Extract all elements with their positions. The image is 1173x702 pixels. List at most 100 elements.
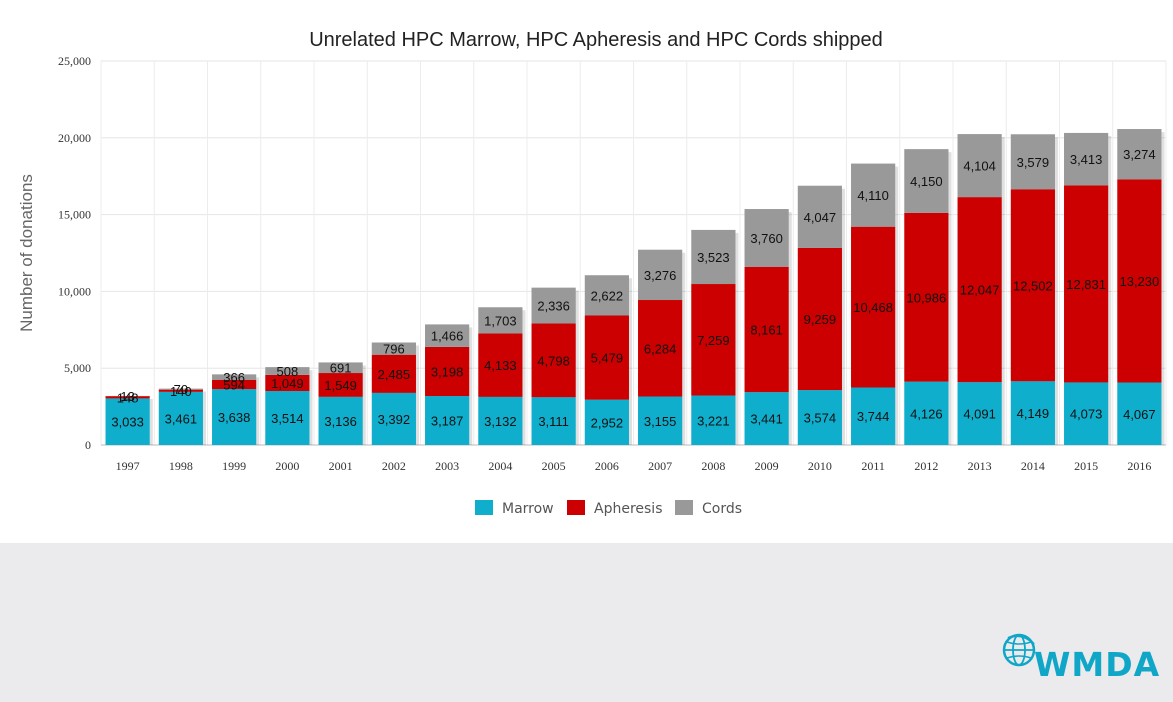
data-label-cords: 4,110 xyxy=(857,188,889,203)
bar-marrow-2006 xyxy=(584,399,629,445)
data-label-marrow: 3,744 xyxy=(857,409,890,424)
bar-cords-1999 xyxy=(212,374,257,380)
data-label-apheresis: 12,047 xyxy=(960,283,1000,298)
bar-marrow-2007 xyxy=(638,396,683,445)
x-tick-label: 2004 xyxy=(488,459,512,473)
bar-marrow-2008 xyxy=(691,395,736,445)
data-label-apheresis: 1,549 xyxy=(324,378,357,393)
x-tick-label: 1999 xyxy=(222,459,246,473)
wmda-logo-globe-icon xyxy=(1002,633,1036,667)
footer-band xyxy=(0,543,1173,702)
bar-apheresis-1998 xyxy=(158,389,203,392)
x-tick-label: 2005 xyxy=(542,459,566,473)
data-label-marrow: 4,149 xyxy=(1017,406,1050,421)
bar-apheresis-2015 xyxy=(1064,185,1109,383)
data-label-apheresis: 5,479 xyxy=(591,351,624,366)
bar-cords-2005 xyxy=(531,287,576,324)
bar-cords-1998 xyxy=(158,388,203,390)
data-label-cords: 3,523 xyxy=(697,250,730,265)
data-label-apheresis: 12,831 xyxy=(1066,277,1106,292)
y-tick-label: 0 xyxy=(85,438,91,452)
bar-apheresis-2010 xyxy=(797,247,842,391)
bar-marrow-2015 xyxy=(1064,382,1109,445)
bar-apheresis-2000 xyxy=(265,374,310,392)
bar-cords-2006 xyxy=(584,275,629,316)
x-tick-label: 2014 xyxy=(1021,459,1045,473)
bar-cords-2011 xyxy=(851,163,896,227)
data-label-marrow: 3,392 xyxy=(378,412,411,427)
x-tick-label: 2013 xyxy=(968,459,992,473)
data-label-cords: 691 xyxy=(330,361,352,376)
data-label-marrow: 3,441 xyxy=(750,412,783,427)
x-tick-label: 2001 xyxy=(329,459,353,473)
bar-cords-2000 xyxy=(265,367,310,375)
x-tick-label: 2006 xyxy=(595,459,619,473)
data-label-cords: 4,047 xyxy=(804,210,837,225)
data-label-cords: 4,150 xyxy=(910,174,943,189)
bar-marrow-1997 xyxy=(105,398,150,445)
bar-marrow-2001 xyxy=(318,396,363,445)
data-label-apheresis: 140 xyxy=(170,384,192,399)
plot-area: 05,00010,00015,00020,00025,0003,03314813… xyxy=(58,54,1167,473)
data-label-cords: 796 xyxy=(383,342,405,357)
y-axis-label: Number of donations xyxy=(17,174,36,332)
x-tick-label: 2002 xyxy=(382,459,406,473)
data-label-marrow: 4,073 xyxy=(1070,407,1103,422)
bar-apheresis-2016 xyxy=(1117,179,1162,383)
bar-apheresis-2006 xyxy=(584,315,629,400)
data-label-marrow: 3,461 xyxy=(165,411,198,426)
data-label-marrow: 4,067 xyxy=(1123,407,1156,422)
chart: Unrelated HPC Marrow, HPC Apheresis and … xyxy=(17,29,1167,517)
x-tick-label: 2011 xyxy=(861,459,885,473)
data-label-cords: 3,579 xyxy=(1017,155,1050,170)
bar-cords-2001 xyxy=(318,362,363,374)
x-tick-label: 1998 xyxy=(169,459,193,473)
x-tick-label: 1997 xyxy=(116,459,140,473)
data-label-cords: 508 xyxy=(277,364,299,379)
data-label-marrow: 3,155 xyxy=(644,414,677,429)
bar-marrow-2013 xyxy=(957,382,1002,445)
bar-cords-2008 xyxy=(691,229,736,285)
bar-marrow-2004 xyxy=(478,396,523,445)
bar-marrow-2009 xyxy=(744,392,789,445)
legend: Marrow Apheresis Cords xyxy=(475,500,742,517)
data-label-marrow: 3,033 xyxy=(111,415,144,430)
data-label-apheresis: 2,485 xyxy=(378,367,411,382)
data-label-cords: 3,413 xyxy=(1070,152,1103,167)
data-label-apheresis: 9,259 xyxy=(804,312,837,327)
data-label-apheresis: 4,798 xyxy=(537,353,570,368)
legend-label-apheresis: Apheresis xyxy=(594,501,663,517)
data-label-apheresis: 4,133 xyxy=(484,358,517,373)
bar-marrow-2014 xyxy=(1010,381,1055,445)
bar-apheresis-2001 xyxy=(318,373,363,397)
x-tick-label: 2012 xyxy=(914,459,938,473)
bar-apheresis-2009 xyxy=(744,266,789,393)
bar-marrow-1999 xyxy=(212,389,257,445)
data-label-apheresis: 13,230 xyxy=(1119,274,1159,289)
bar-apheresis-2011 xyxy=(851,226,896,388)
bar-marrow-2002 xyxy=(371,392,416,445)
bar-apheresis-1997 xyxy=(105,396,150,399)
data-label-cords: 1,703 xyxy=(484,313,517,328)
data-label-apheresis: 1,049 xyxy=(271,376,304,391)
data-label-apheresis: 12,502 xyxy=(1013,278,1053,293)
data-label-cords: 70 xyxy=(174,382,188,397)
data-label-marrow: 3,187 xyxy=(431,414,464,429)
bar-cords-2010 xyxy=(797,185,842,248)
data-label-cords: 2,336 xyxy=(537,299,570,314)
x-tick-label: 2003 xyxy=(435,459,459,473)
x-tick-label: 2008 xyxy=(701,459,725,473)
data-label-cords: 13 xyxy=(120,389,134,404)
bar-cords-2009 xyxy=(744,209,789,267)
bar-apheresis-2012 xyxy=(904,212,949,382)
chart-title: Unrelated HPC Marrow, HPC Apheresis and … xyxy=(309,29,883,51)
legend-label-marrow: Marrow xyxy=(502,501,554,517)
bar-apheresis-2003 xyxy=(425,346,470,397)
legend-swatch-apheresis xyxy=(567,500,585,515)
bar-apheresis-2013 xyxy=(957,197,1002,383)
x-tick-label: 2010 xyxy=(808,459,832,473)
bar-apheresis-2007 xyxy=(638,300,683,397)
x-tick-label: 2015 xyxy=(1074,459,1098,473)
bar-apheresis-2002 xyxy=(371,354,416,393)
bar-marrow-2010 xyxy=(797,390,842,445)
